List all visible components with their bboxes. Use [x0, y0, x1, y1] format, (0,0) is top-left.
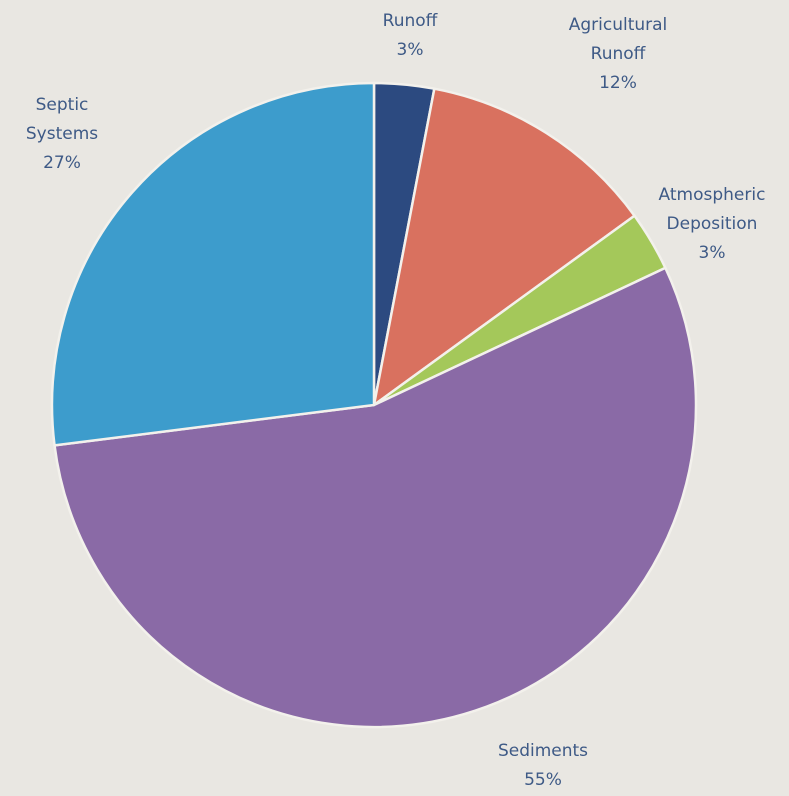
slice-value-label: 55% — [524, 770, 562, 790]
pie-slices — [50, 81, 698, 729]
slice-name-line: Sediments — [498, 741, 588, 761]
slice-name-line: Septic — [36, 95, 89, 115]
slice-name-line: Runoff — [591, 44, 647, 64]
slice-name-line: Systems — [26, 124, 98, 144]
pie-slice-septic-systems — [50, 81, 376, 447]
slice-value-label: 3% — [699, 243, 726, 263]
slice-name-line: Deposition — [667, 214, 758, 234]
slice-value-label: 12% — [599, 73, 637, 93]
slice-value-label: 3% — [397, 40, 424, 60]
slice-name-line: Agricultural — [569, 15, 668, 35]
slice-label-septic-systems: Septic Systems 27% — [26, 95, 98, 173]
slice-name-line: Atmospheric — [659, 185, 766, 205]
pie-slice-sediments — [53, 266, 698, 729]
pie-slice-agricultural-runoff — [372, 87, 636, 407]
slice-name-line: Runoff — [383, 11, 439, 31]
slice-label-atmospheric-deposition: Atmospheric Deposition 3% — [659, 185, 766, 263]
slice-label-agricultural-runoff: Agricultural Runoff 12% — [569, 15, 668, 93]
slice-label-sediments: Sediments 55% — [498, 741, 588, 790]
slice-label-runoff: Runoff 3% — [383, 11, 439, 60]
pie-labels: Runoff 3% Agricultural Runoff 12% Atmospheric… — [26, 11, 766, 790]
slice-value-label: 27% — [43, 153, 81, 173]
